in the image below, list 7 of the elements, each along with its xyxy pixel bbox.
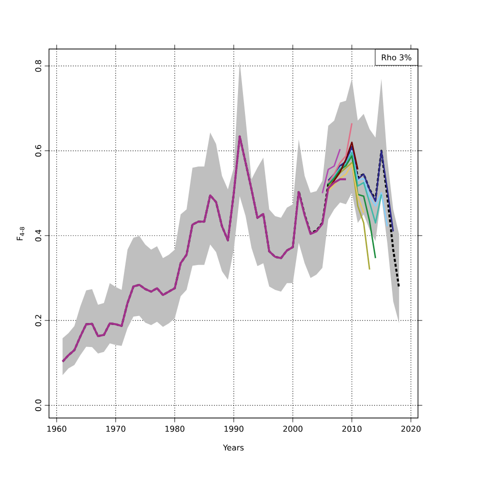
line-series	[62, 135, 347, 363]
line-series	[328, 155, 376, 259]
line-series	[328, 146, 394, 232]
line-series	[328, 162, 370, 270]
line-series	[322, 148, 341, 194]
line-series	[328, 164, 364, 214]
line-series	[328, 122, 353, 184]
